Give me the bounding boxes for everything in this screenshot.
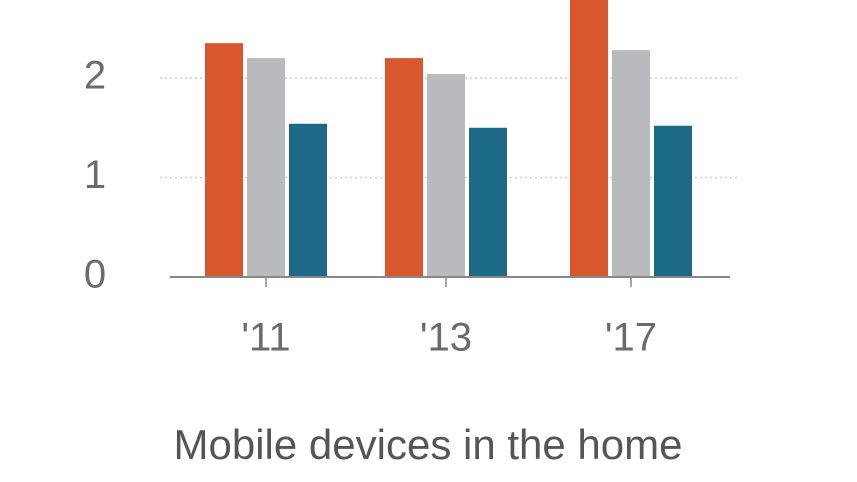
bar <box>289 123 327 278</box>
y-tick-label: 2 <box>84 54 106 98</box>
bar <box>205 43 243 277</box>
bar <box>654 125 692 277</box>
bar <box>469 127 507 277</box>
y-tick-label: 1 <box>84 153 106 197</box>
bar <box>427 74 465 278</box>
chart-title: Mobile devices in the home <box>174 421 683 468</box>
bar <box>612 50 650 277</box>
x-tick-label: '17 <box>605 316 657 360</box>
bar <box>247 58 285 277</box>
bar <box>385 58 423 277</box>
y-tick-label: 0 <box>84 253 106 297</box>
bar <box>570 0 608 277</box>
x-tick-label: '11 <box>241 316 290 360</box>
x-tick-label: '13 <box>420 316 472 360</box>
